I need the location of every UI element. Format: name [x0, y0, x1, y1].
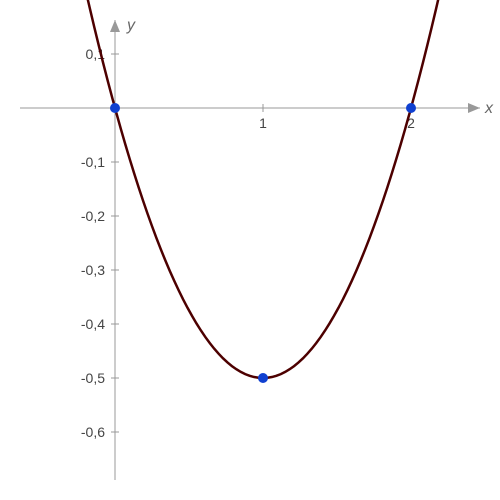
data-point [258, 373, 268, 383]
chart-background [0, 0, 500, 500]
x-tick-label: 1 [259, 115, 267, 131]
y-tick-label: -0,4 [81, 316, 105, 332]
parabola-chart: 0,1-0,1-0,2-0,3-0,4-0,5-0,612xy [0, 0, 500, 500]
data-point [110, 103, 120, 113]
y-tick-label: -0,3 [81, 262, 105, 278]
y-tick-label: -0,6 [81, 424, 105, 440]
x-axis-label: x [484, 100, 494, 117]
y-axis-label: y [126, 17, 136, 34]
y-tick-label: -0,5 [81, 370, 105, 386]
chart-container: 0,1-0,1-0,2-0,3-0,4-0,5-0,612xy [0, 0, 500, 500]
data-point [406, 103, 416, 113]
y-tick-label: -0,2 [81, 208, 105, 224]
y-tick-label: -0,1 [81, 154, 105, 170]
